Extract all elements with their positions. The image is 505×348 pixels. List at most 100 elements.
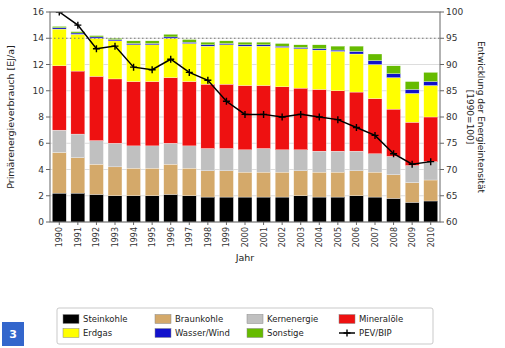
bar <box>201 171 215 197</box>
bar <box>219 197 233 222</box>
tick-label: 6 <box>38 138 44 148</box>
bar-series <box>52 29 437 122</box>
tick-label: 2 <box>38 191 44 201</box>
x-axis: 1990199119921993199419951996199719981999… <box>55 222 435 247</box>
marker <box>93 45 100 52</box>
bar <box>71 71 85 134</box>
bar <box>312 89 326 151</box>
bar <box>238 197 252 222</box>
bar <box>145 45 159 82</box>
bar <box>349 196 363 222</box>
bar <box>71 193 85 222</box>
bar <box>182 168 196 196</box>
bar <box>201 42 215 45</box>
bar <box>127 45 141 82</box>
bar <box>89 76 103 140</box>
tick-label: 95 <box>446 33 457 43</box>
marker <box>297 111 304 118</box>
tick-label: 1993 <box>111 227 120 247</box>
bar <box>108 167 122 196</box>
marker <box>74 22 81 29</box>
bar <box>238 172 252 197</box>
tick-label: 60 <box>446 217 458 227</box>
bar <box>405 93 419 122</box>
bar <box>257 46 271 85</box>
tick <box>245 222 246 225</box>
tick <box>440 222 444 223</box>
bar <box>387 175 401 199</box>
bar <box>238 86 252 150</box>
bar <box>182 42 196 43</box>
bar <box>368 65 382 99</box>
marker <box>427 158 434 165</box>
bar <box>164 34 178 37</box>
tick-label: 1990 <box>55 227 64 247</box>
marker <box>204 77 211 84</box>
bar-series <box>52 193 437 222</box>
bar <box>219 45 233 84</box>
bar <box>89 194 103 222</box>
bar-series <box>52 26 437 89</box>
bar <box>405 122 419 165</box>
bar <box>275 44 289 47</box>
marker <box>186 69 193 76</box>
tick <box>393 222 394 225</box>
bar <box>368 172 382 197</box>
bar <box>257 149 271 173</box>
bar <box>182 82 196 146</box>
bar <box>331 46 345 50</box>
annotation-box <box>2 322 24 346</box>
bar <box>145 146 159 168</box>
bar <box>294 47 308 48</box>
bar <box>424 180 438 201</box>
bar <box>219 149 233 171</box>
marker <box>112 43 119 50</box>
tick-label: 80 <box>446 112 458 122</box>
marker <box>130 64 137 71</box>
bar <box>89 141 103 165</box>
tick-label: 8 <box>38 112 44 122</box>
tick-label: 12 <box>33 60 44 70</box>
bar <box>219 84 233 148</box>
bar <box>52 26 66 27</box>
grid <box>50 12 440 222</box>
marker <box>353 124 360 131</box>
bar <box>52 29 66 66</box>
legend-swatch <box>63 329 79 338</box>
marker <box>149 66 156 73</box>
y-axis: 0246810121416 <box>33 7 50 227</box>
bar <box>201 197 215 222</box>
tick <box>46 64 50 65</box>
bar <box>294 171 308 196</box>
plot-area <box>50 12 440 222</box>
tick <box>46 90 50 91</box>
marker <box>409 161 416 168</box>
bar <box>219 44 233 45</box>
bar <box>312 151 326 172</box>
tick-label: 2000 <box>241 227 250 247</box>
bar <box>219 41 233 44</box>
bar <box>312 50 326 89</box>
tick-label: 1994 <box>130 227 139 247</box>
bar <box>387 78 401 110</box>
bar <box>275 172 289 197</box>
bar <box>108 40 122 41</box>
bar <box>424 82 438 86</box>
marker <box>372 132 379 139</box>
bar <box>368 197 382 222</box>
bar <box>294 49 308 88</box>
bar <box>275 150 289 172</box>
bar <box>275 197 289 222</box>
bar <box>349 151 363 171</box>
tick-label: 70 <box>446 165 458 175</box>
bar <box>201 149 215 171</box>
marker <box>56 12 63 16</box>
tick <box>440 169 444 170</box>
bar <box>331 172 345 197</box>
bar <box>294 45 308 48</box>
legend-swatch <box>339 315 355 324</box>
bar <box>368 54 382 61</box>
bar <box>127 82 141 146</box>
bar <box>257 42 271 45</box>
label-line: [1990=100] <box>465 90 475 145</box>
